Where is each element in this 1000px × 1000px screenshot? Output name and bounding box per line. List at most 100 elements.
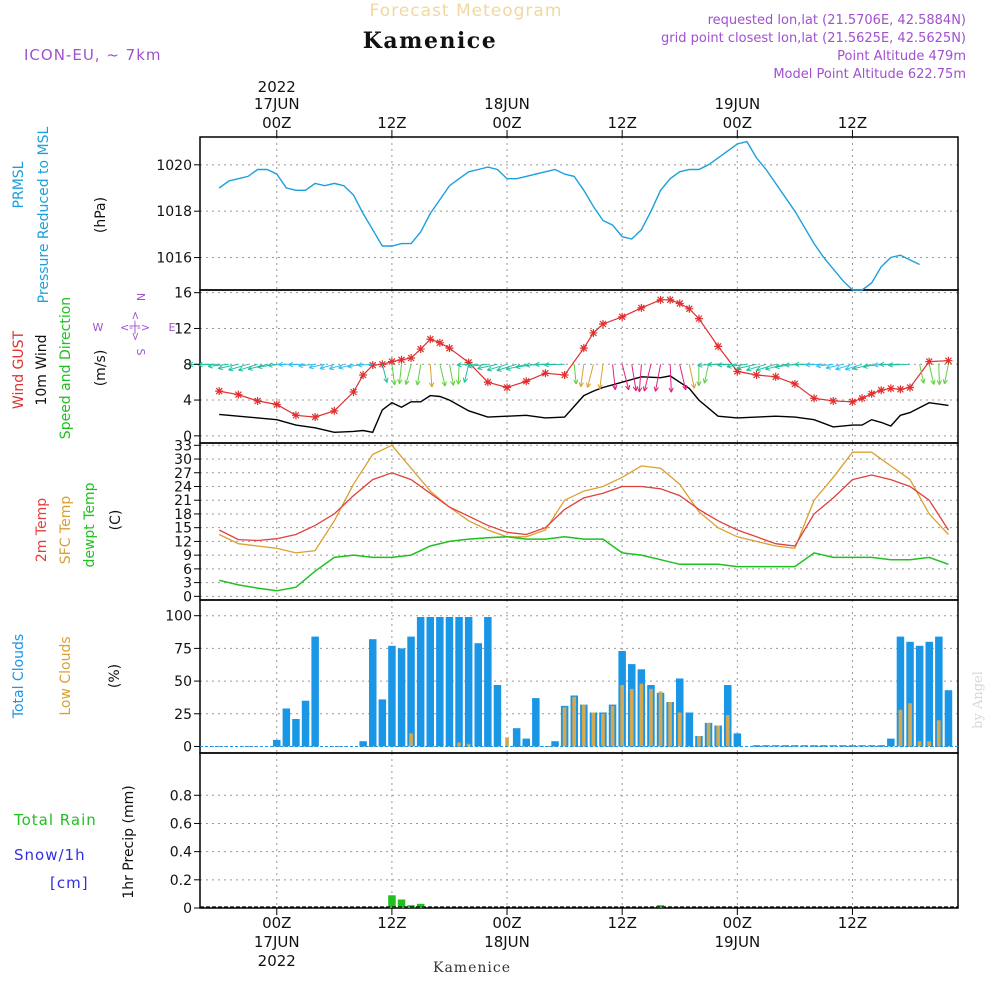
total-cloud-bar	[522, 738, 530, 747]
gust-point	[589, 328, 598, 337]
total-cloud-bar	[858, 745, 866, 747]
total-cloud-bar	[733, 733, 742, 747]
y-tick-label: 3	[183, 576, 192, 592]
gust-point	[694, 314, 703, 323]
wind-direction-arrow	[573, 364, 579, 385]
gust-point	[685, 304, 694, 313]
total-cloud-bar	[944, 690, 953, 747]
top-time-label: 18JUN	[484, 95, 530, 113]
gust-point	[944, 356, 953, 365]
compass-e: E	[169, 321, 176, 334]
bottom-time-label: 18JUN	[484, 933, 530, 951]
gust-point	[906, 383, 915, 392]
y-tick-label: 1016	[156, 251, 192, 267]
low-cloud-bar	[668, 702, 672, 747]
compass-s: S	[134, 349, 147, 356]
y-tick-label: 24	[174, 479, 192, 495]
gust-point	[656, 295, 665, 304]
model-label: ICON-EU, ~ 7km	[24, 46, 162, 64]
panel-frame	[199, 442, 959, 601]
total-cloud-bar	[388, 645, 396, 747]
y-tick-label: 0.6	[170, 816, 192, 832]
top-time-label: 12Z	[838, 114, 867, 132]
wind-direction-arrow	[642, 364, 652, 392]
total-cloud-bar	[378, 699, 387, 747]
total-cloud-bar	[273, 739, 281, 747]
wind-direction-arrow	[816, 363, 834, 369]
total-cloud-bar	[906, 641, 914, 747]
rain-bar	[397, 899, 406, 908]
gust-point	[234, 390, 243, 399]
bottom-time-label: 2022	[258, 952, 296, 970]
model-point-altitude: Model Point Altitude 622.75m	[773, 67, 966, 82]
total-cloud-bar	[791, 745, 799, 747]
y-tick-label: 21	[174, 493, 192, 509]
low-cloud-bar	[409, 733, 413, 747]
total-cloud-bar	[397, 648, 406, 747]
total-cloud-bar	[474, 643, 482, 747]
wind-direction-arrow	[835, 363, 853, 371]
wind-direction-arrow	[217, 363, 239, 371]
wind-direction-arrow	[597, 364, 604, 390]
low-cloud-bar	[898, 709, 903, 747]
y-tick-label: 12	[174, 534, 192, 550]
wind-direction-arrow	[449, 364, 456, 386]
gust-point	[407, 354, 416, 362]
requested-coords: requested lon,lat (21.5706E, 42.5884N)	[708, 13, 966, 28]
y-tick-label: 100	[165, 609, 192, 625]
bottom-time-label: 00Z	[492, 914, 521, 932]
total-cloud-bar	[848, 745, 857, 747]
total-cloud-bar	[772, 745, 780, 747]
gust-point	[378, 360, 387, 369]
y-tick-label: 50	[174, 674, 192, 690]
total-cloud-bar	[484, 617, 492, 747]
low-cloud-bar	[505, 737, 509, 747]
total-cloud-bar	[369, 639, 377, 747]
total-cloud-bar	[752, 745, 761, 747]
total-cloud-bar	[301, 700, 310, 747]
top-time-label: 2022	[258, 78, 296, 96]
gust-point	[829, 396, 838, 405]
low-cloud-bar	[639, 683, 644, 747]
y-tick-label: 4	[183, 393, 192, 409]
gust-point	[810, 394, 819, 403]
total-cloud-bar	[311, 636, 319, 747]
total-cloud-bar	[359, 741, 367, 747]
top-time-label: 19JUN	[714, 95, 760, 113]
wind-direction-arrow	[702, 364, 709, 384]
temp-unit: (C)	[108, 510, 124, 531]
gust-point	[426, 335, 435, 344]
low-cloud-bar	[697, 736, 701, 747]
watermark: by Angel	[971, 671, 986, 729]
gust-point	[925, 357, 934, 366]
gust-point	[291, 411, 300, 420]
wind-direction-arrow	[288, 361, 306, 368]
total-cloud-bar	[839, 745, 847, 747]
wind-direction-arrow	[428, 364, 435, 388]
y-tick-label: 1020	[156, 158, 192, 174]
wind-direction-arrow	[381, 364, 389, 383]
low-cloud-bar	[936, 720, 941, 747]
data-marks	[188, 140, 958, 908]
pressure-label-prmsl: PRMSL	[11, 161, 27, 208]
y-tick-label: 33	[174, 438, 192, 454]
total-cloud-bar	[781, 745, 789, 747]
gust-point	[397, 355, 406, 364]
gust-point	[560, 371, 569, 379]
total-cloud-bar	[493, 685, 502, 747]
y-tick-label: 9	[183, 548, 192, 564]
gust-point	[886, 384, 895, 393]
precip-label-snow: Snow/1h	[14, 846, 86, 864]
gust-point	[483, 378, 492, 387]
gust-point	[733, 367, 742, 376]
bottom-time-label: 12Z	[377, 914, 406, 932]
gust-point	[541, 369, 550, 378]
wind-direction-arrow	[679, 364, 688, 391]
footer-station: Kamenice	[433, 960, 511, 976]
gust-point	[771, 372, 780, 381]
y-tick-label: 15	[174, 521, 192, 537]
precip-label-rain: Total Rain	[13, 811, 97, 829]
gust-point	[848, 397, 857, 406]
total-cloud-bar	[915, 645, 924, 747]
top-time-label: 12Z	[377, 114, 406, 132]
